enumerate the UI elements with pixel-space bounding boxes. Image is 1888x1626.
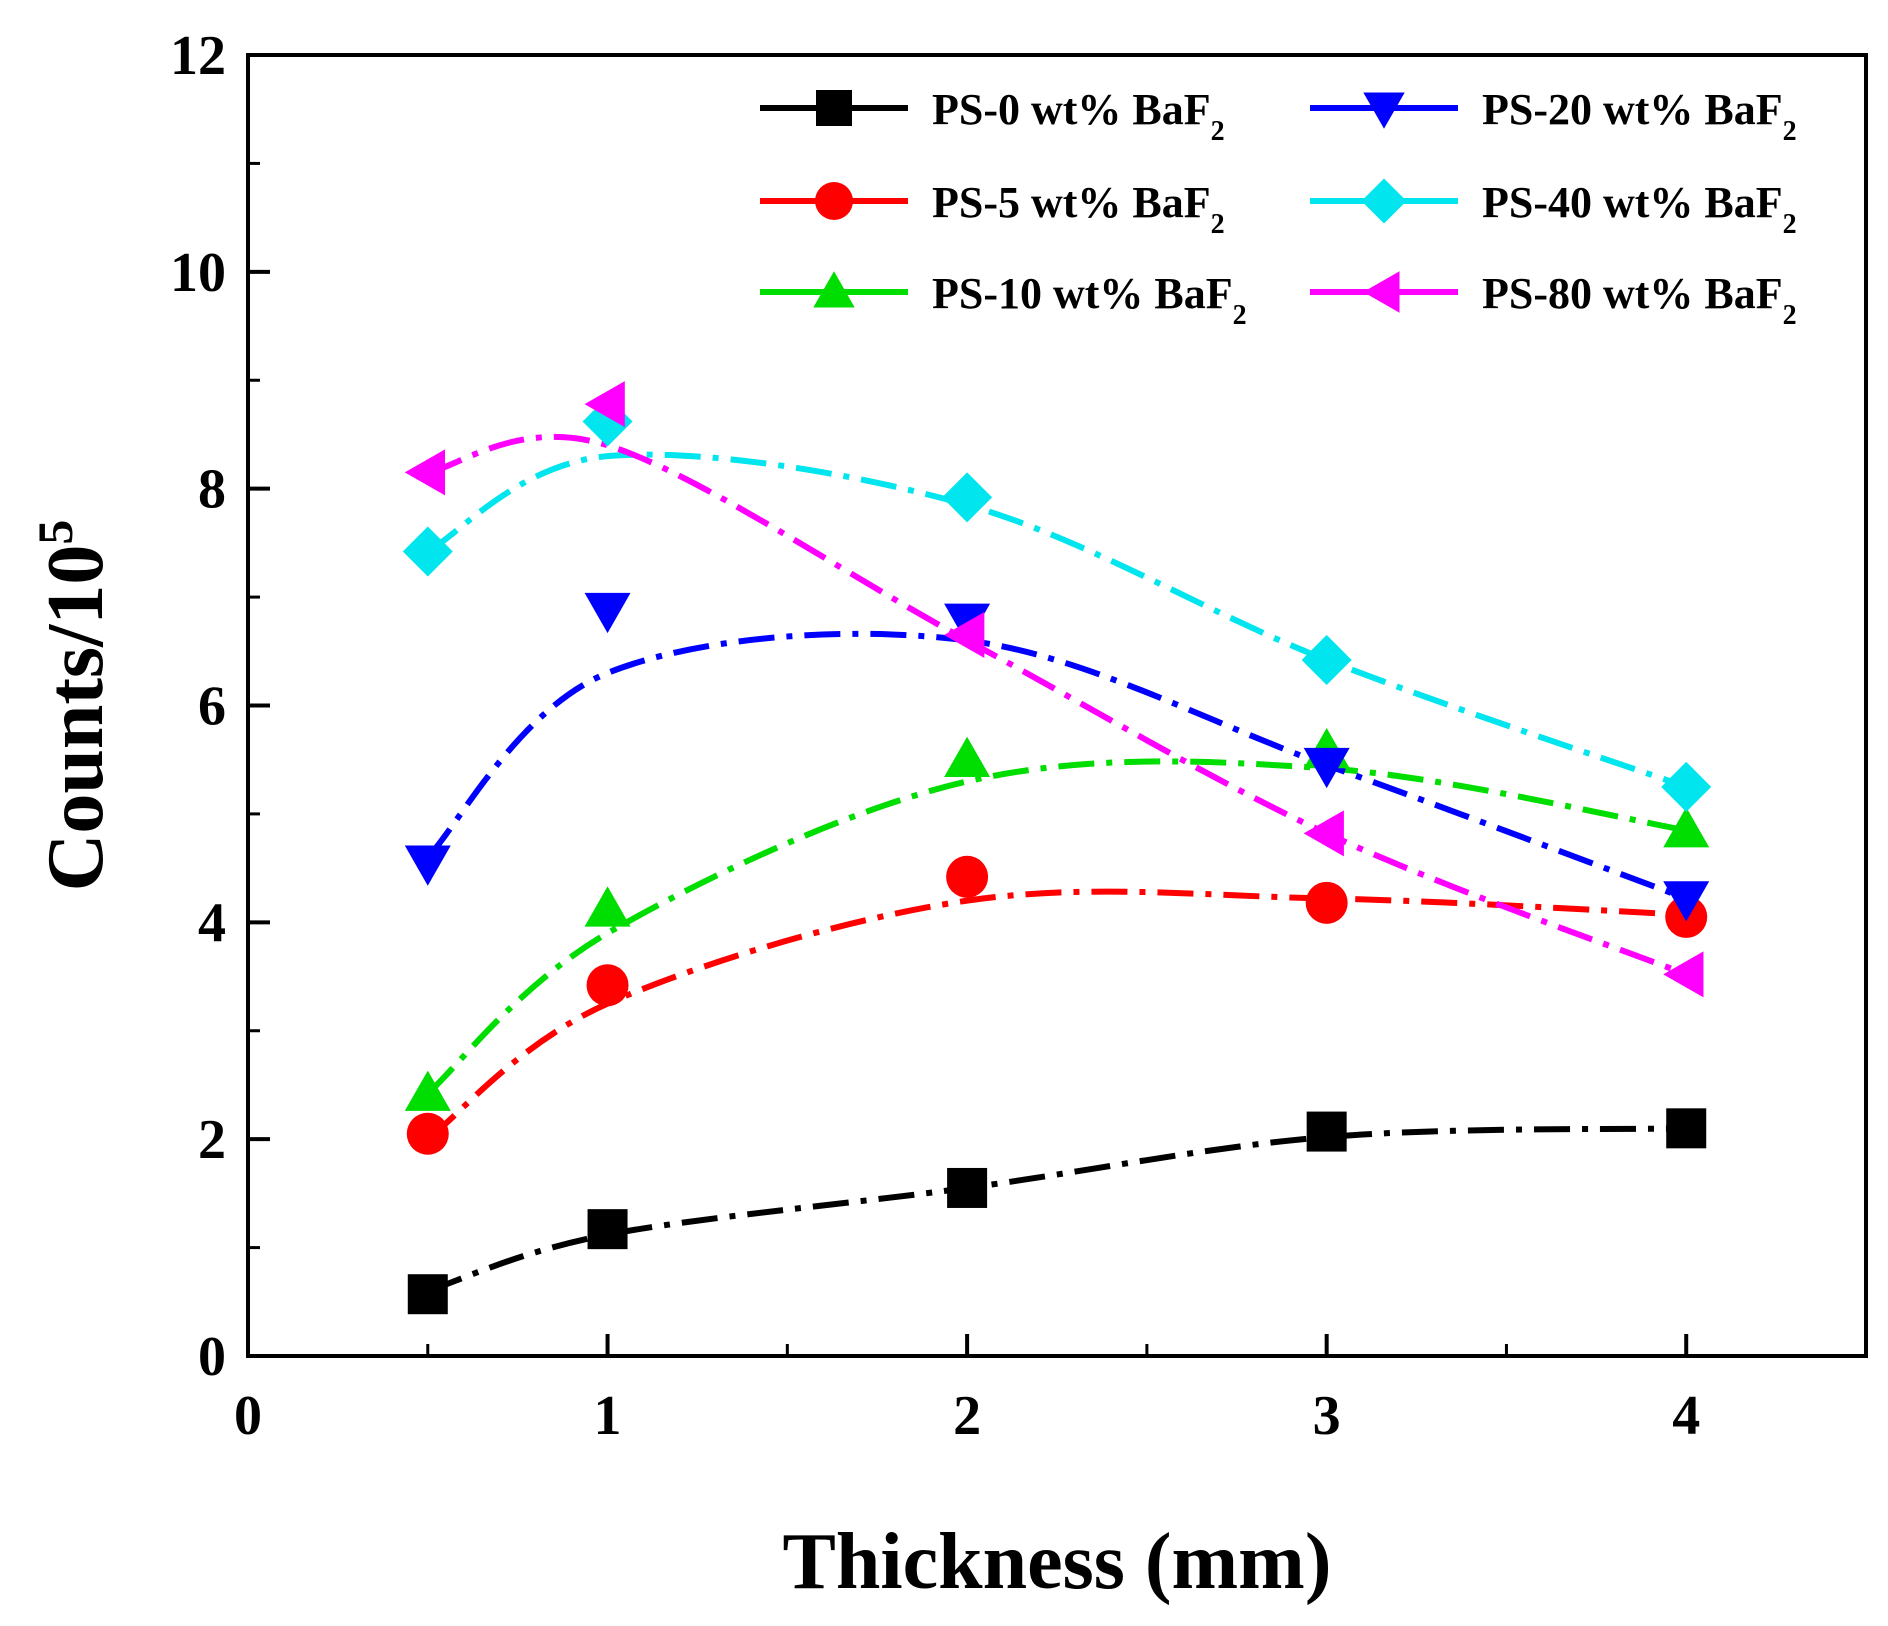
legend-label-text: PS-40 wt% BaF: [1482, 178, 1783, 227]
series-line: [426, 451, 1688, 790]
legend-label-subscript: 2: [1783, 209, 1797, 240]
legend-label-text: PS-5 wt% BaF: [932, 178, 1211, 227]
data-point: [406, 1112, 449, 1155]
series-line: [426, 1125, 1687, 1294]
y-axis-title-text: Counts/10: [32, 545, 120, 892]
x-tick-label: 0: [234, 1385, 262, 1447]
legend-label-text: PS-80 wt% BaF: [1482, 269, 1783, 318]
legend-label: PS-0 wt% BaF2: [932, 85, 1225, 147]
legend-label-text: PS-0 wt% BaF: [932, 85, 1211, 134]
series-lines: [425, 433, 1688, 1294]
series-line: [425, 630, 1688, 902]
data-point: [1661, 761, 1712, 812]
data-point: [946, 855, 989, 898]
y-tick-label: 4: [198, 892, 226, 954]
legend-label-subscript: 2: [1211, 116, 1225, 147]
legend-label: PS-20 wt% BaF2: [1482, 85, 1797, 147]
data-point: [584, 592, 631, 634]
data-point: [942, 472, 993, 523]
data-point: [1303, 810, 1344, 857]
plot-frame: [246, 53, 1868, 1358]
legend-swatch-marker: [813, 271, 855, 308]
y-tick-label: 6: [198, 676, 226, 738]
data-point: [1301, 634, 1352, 685]
legend-label-subscript: 2: [1783, 116, 1797, 147]
legend-label: PS-10 wt% BaF2: [932, 269, 1247, 331]
series-line: [425, 758, 1687, 1096]
y-tick-label: 10: [170, 242, 226, 304]
x-tick-label: 1: [594, 1385, 622, 1447]
data-point: [947, 1167, 988, 1208]
data-point: [584, 886, 631, 927]
x-axis-title: Thickness (mm): [783, 1518, 1332, 1606]
data-point: [587, 1209, 628, 1250]
data-point: [404, 1070, 451, 1111]
series-markers: [402, 381, 1712, 1315]
data-point: [586, 964, 629, 1007]
data-point: [1303, 747, 1350, 789]
y-tick-label: 0: [198, 1326, 226, 1388]
data-point: [944, 612, 985, 659]
data-point: [944, 736, 991, 777]
x-tick-label: 3: [1313, 1385, 1341, 1447]
legend-label-subscript: 2: [1783, 300, 1797, 331]
data-point: [1306, 1111, 1347, 1152]
data-point: [1663, 951, 1704, 998]
tick-layer: [246, 53, 1689, 1358]
series-line: [427, 433, 1688, 978]
legend-swatch-marker: [1361, 178, 1407, 224]
data-point: [1663, 807, 1710, 848]
legend-label: PS-5 wt% BaF2: [932, 178, 1225, 240]
data-point: [407, 1274, 448, 1315]
legend-label-text: PS-10 wt% BaF: [932, 269, 1233, 318]
legend-label-subscript: 2: [1233, 300, 1247, 331]
legend-label: PS-80 wt% BaF2: [1482, 269, 1797, 331]
y-axis-title-superscript: 5: [27, 520, 83, 545]
legend-swatch-marker: [815, 182, 853, 220]
data-point: [1666, 1108, 1707, 1149]
y-axis-title: Counts/105: [27, 520, 120, 892]
legend-swatch-marker: [1363, 271, 1400, 313]
legend-label: PS-40 wt% BaF2: [1482, 178, 1797, 240]
y-tick-label: 2: [198, 1109, 226, 1171]
legend-label-text: PS-20 wt% BaF: [1482, 85, 1783, 134]
data-point: [402, 526, 453, 577]
legend-swatch-marker: [1363, 92, 1405, 129]
data-point: [404, 845, 451, 886]
legend-label-subscript: 2: [1211, 209, 1225, 240]
data-point: [404, 449, 446, 496]
x-tick-label: 4: [1672, 1385, 1700, 1447]
y-tick-label: 8: [198, 459, 226, 521]
legend-swatch-marker: [816, 90, 852, 126]
y-tick-label: 12: [170, 25, 226, 87]
data-point: [1305, 881, 1348, 924]
series-line: [425, 888, 1687, 1142]
x-tick-label: 2: [953, 1385, 981, 1447]
data-point: [1663, 881, 1710, 922]
data-point: [584, 381, 625, 428]
